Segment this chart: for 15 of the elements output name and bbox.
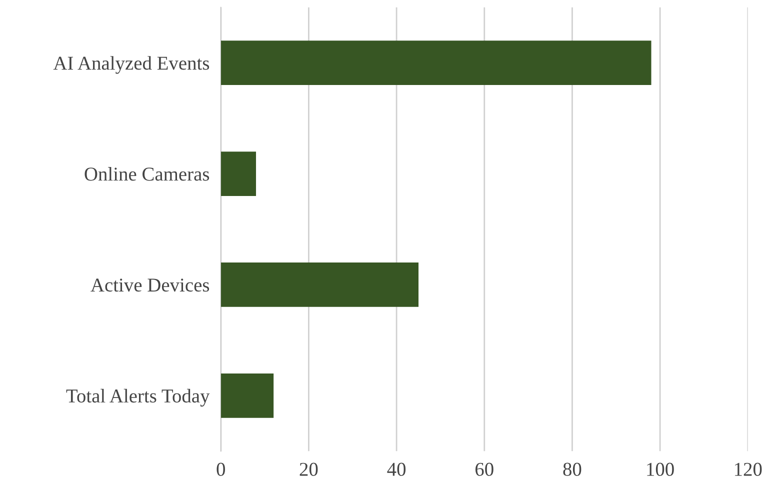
x-tick-label: 100 [647,462,674,476]
bar [220,152,256,196]
x-tick-label: 20 [300,462,318,476]
bar [220,262,418,307]
y-tick-label: Active Devices [90,278,210,292]
bar [220,373,274,418]
x-tick-label: 60 [475,462,494,476]
y-tick-label: Online Cameras [84,167,210,181]
x-tick-label: 40 [387,462,406,476]
y-tick-label: AI Analyzed Events [53,56,210,74]
x-tick-label: 80 [563,462,582,476]
x-tick-label: 120 [735,462,762,476]
x-tick-label: 0 [216,462,225,476]
bar [220,40,652,86]
y-tick-label: Total Alerts Today [66,388,210,407]
